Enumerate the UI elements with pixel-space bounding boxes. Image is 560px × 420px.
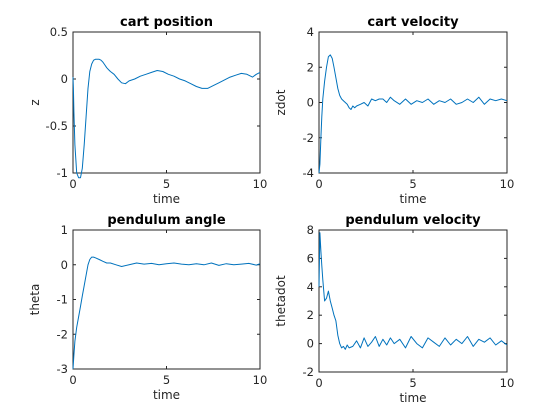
- x-tick-label: 5: [163, 373, 170, 387]
- x-axis-label: time: [399, 391, 426, 405]
- y-tick-label: -1: [57, 166, 68, 180]
- x-tick-label: 0: [69, 177, 76, 191]
- y-tick-label: 8: [307, 223, 314, 237]
- tick-group: 0 5 10 -1 -0.5 0 0.5: [46, 25, 268, 191]
- subplot-title: cart velocity: [367, 15, 459, 30]
- y-tick-label: 0: [61, 72, 68, 86]
- y-tick-label: -2: [303, 131, 314, 145]
- y-tick-label: 0.5: [50, 25, 68, 39]
- y-tick-label: -3: [57, 362, 68, 376]
- y-tick-label: -2: [303, 365, 314, 379]
- y-axis-label: thetadot: [274, 275, 288, 327]
- x-tick-label: 0: [69, 373, 76, 387]
- y-tick-label: 6: [307, 251, 314, 265]
- x-tick-label: 10: [500, 177, 515, 191]
- tick-group: 0 5 10 -4 -2 0 2 4: [303, 25, 515, 191]
- tick-group: 0 5 10 -3 -2 -1 0 1: [57, 223, 268, 387]
- x-axis-label: time: [399, 192, 426, 206]
- subplot-title: cart position: [120, 15, 213, 30]
- y-tick-label: 2: [307, 60, 314, 74]
- x-tick-label: 0: [315, 376, 322, 390]
- x-axis-label: time: [153, 388, 180, 402]
- subplot-cart-velocity: 0 5 10 -4 -2 0 2 4 cart velocity time zdot: [274, 15, 514, 206]
- x-tick-label: 5: [409, 177, 416, 191]
- subplot-title: pendulum angle: [107, 213, 226, 228]
- y-tick-label: -4: [303, 166, 314, 180]
- x-tick-label: 10: [253, 373, 268, 387]
- y-tick-label: 4: [307, 280, 314, 294]
- y-tick-label: 0: [61, 258, 68, 272]
- x-tick-label: 0: [315, 177, 322, 191]
- x-axis-label: time: [153, 192, 180, 206]
- y-tick-label: -0.5: [46, 119, 68, 133]
- y-tick-label: 2: [307, 308, 314, 322]
- plot-area: [72, 229, 261, 370]
- y-tick-label: 0: [307, 337, 314, 351]
- x-tick-label: 5: [163, 177, 170, 191]
- y-tick-label: 0: [307, 96, 314, 110]
- subplot-title: pendulum velocity: [345, 213, 481, 228]
- plot-area: [318, 229, 508, 373]
- subplot-pendulum-angle: 0 5 10 -3 -2 -1 0 1 pendulum angle time theta: [28, 213, 267, 402]
- plot-area: [318, 31, 508, 174]
- x-tick-label: 10: [253, 177, 268, 191]
- data-line: [318, 54, 508, 174]
- y-tick-label: 1: [61, 223, 68, 237]
- x-tick-label: 10: [500, 376, 515, 390]
- data-line: [72, 58, 261, 179]
- plot-area: [72, 31, 261, 174]
- y-tick-label: -2: [57, 327, 68, 341]
- x-tick-label: 5: [409, 376, 416, 390]
- y-tick-label: -1: [57, 293, 68, 307]
- data-line: [72, 256, 261, 370]
- data-line: [318, 232, 508, 350]
- y-axis-label: theta: [28, 284, 42, 316]
- y-axis-label: zdot: [274, 89, 288, 115]
- y-tick-label: 4: [307, 25, 314, 39]
- subplot-cart-position: 0 5 10 -1 -0.5 0 0.5 cart position time z: [28, 15, 267, 206]
- y-axis-label: z: [28, 99, 42, 105]
